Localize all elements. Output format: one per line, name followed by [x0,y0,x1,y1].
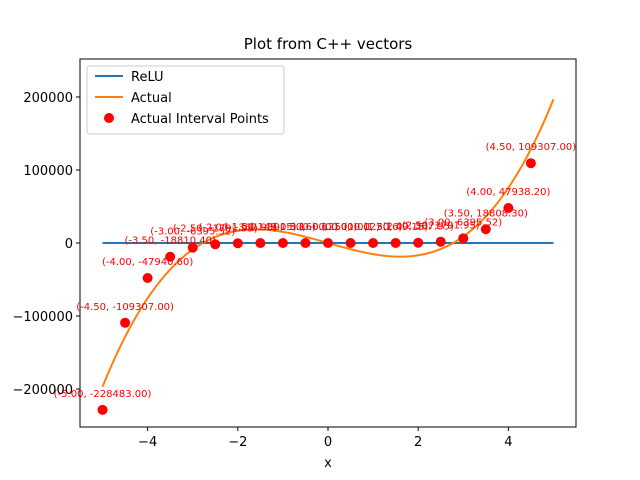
scatter-point [165,251,176,262]
scatter-point [435,236,446,247]
scatter-point [97,404,108,415]
point-annotation: (-1.00, -3.16) [250,222,316,233]
y-tick-label: −100000 [12,310,73,325]
legend-label-relu: ReLU [131,70,164,85]
scatter-point [232,238,243,249]
point-annotation: (-3.50, -18810.40) [125,236,216,247]
legend-label-points: Actual Interval Points [131,112,269,127]
x-tick-label: −4 [138,435,157,450]
x-axis-label: x [324,456,332,471]
point-annotation: (3.50, 18808.30) [444,208,528,219]
point-annotation: (-4.50, -109307.00) [76,302,174,313]
point-annotation: (1.00, 3.16) [344,222,403,233]
scatter-point [300,238,311,249]
point-annotation: (0.00, 0.00) [299,222,358,233]
legend-label-actual: Actual [131,91,172,106]
x-tick-label: 0 [324,435,332,450]
scatter-point [255,238,266,249]
y-tick-label: 200000 [23,91,73,106]
legend-swatch-points [104,113,114,123]
point-annotation: (-5.00, -228483.00) [54,389,152,400]
scatter-point [480,224,491,235]
x-tick-label: −2 [228,435,247,450]
x-tick-label: 2 [414,435,422,450]
scatter-point [368,237,379,248]
point-annotation: (-2.00, -367.95) [198,222,277,233]
point-annotation: (-4.00, -47940.60) [102,257,193,268]
point-annotation: (3.00, 6395.52) [424,217,502,228]
x-axis: −4 −2 0 2 4 [138,427,513,450]
scatter-point [458,233,469,244]
scatter-point [187,242,198,253]
y-tick-label: 100000 [23,164,73,179]
point-annotation: (1.50, 49.15) [363,222,428,233]
chart-marks [97,98,555,415]
legend-box [86,65,285,135]
scatter-point [120,317,131,328]
chart-title: Plot from C++ vectors [244,35,413,53]
point-annotations: (-5.00, -228483.00) (-4.50, -109307.00) (-… [54,142,577,400]
scatter-point [210,239,221,250]
scatter-point [413,237,424,248]
point-annotation: (-2.50, -1791.95) [173,223,258,234]
point-annotation: (-0.50, -0.12) [272,222,338,233]
y-axis: −200000 −100000 0 100000 200000 [12,91,80,398]
y-tick-label: 0 [65,237,73,252]
scatter-point [525,158,536,169]
point-annotation: (-3.00, -6395.52) [150,227,235,238]
scatter-point [277,238,288,249]
point-annotation: (4.50, 109307.00) [486,142,577,153]
point-annotation: (-1.50, -49.15) [224,222,296,233]
point-annotation: (2.50, 1791.95) [402,221,480,232]
point-annotation: (0.50, 0.12) [321,222,380,233]
point-annotation: (2.00, 367.95) [382,222,454,233]
y-tick-label: −200000 [12,383,73,398]
scatter-point [390,237,401,248]
point-annotation: (4.00, 47938.20) [466,187,550,198]
scatter-point [323,238,333,248]
scatter-point [345,237,356,248]
scatter-point [503,202,514,213]
legend: ReLU Actual Actual Interval Points [86,65,285,135]
x-tick-label: 4 [504,435,512,450]
scatter-point [142,273,153,284]
